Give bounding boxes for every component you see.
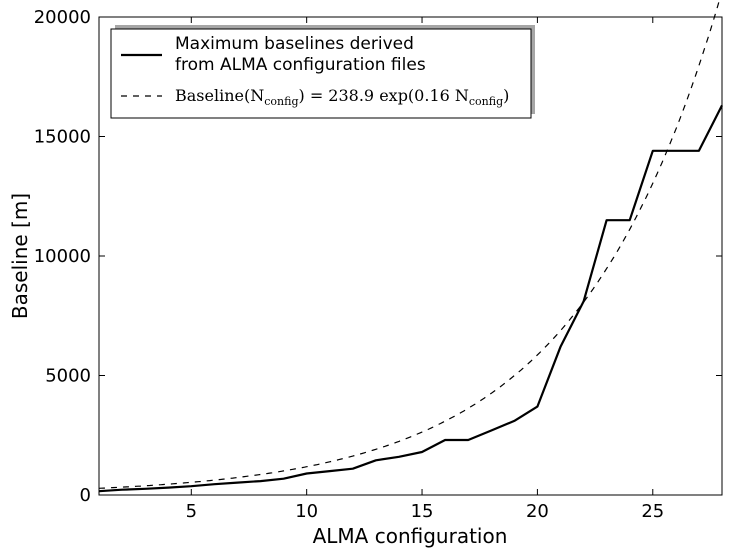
y-axis-ticks: 0 5000 10000 15000 20000 <box>34 7 722 506</box>
legend-data-label-line1: Maximum baselines derived <box>175 34 414 54</box>
x-tick-label: 10 <box>295 501 318 522</box>
y-axis-label: Baseline [m] <box>8 193 32 319</box>
y-tick-label: 20000 <box>34 7 91 28</box>
model-curve <box>98 0 721 489</box>
plot-frame <box>98 16 723 496</box>
x-tick-label: 5 <box>186 501 197 522</box>
x-axis-ticks: 5 10 15 20 25 <box>186 17 664 522</box>
x-tick-label: 20 <box>526 501 549 522</box>
legend-model-label: Baseline(Nconfig) = 238.9 exp(0.16 Nconf… <box>175 86 509 108</box>
baseline-data-line <box>98 104 723 493</box>
x-tick-label: 25 <box>641 501 664 522</box>
y-tick-label: 5000 <box>45 366 91 387</box>
legend-box <box>110 28 532 119</box>
y-tick-label: 15000 <box>34 127 91 148</box>
legend-data-label-line2: from ALMA configuration files <box>175 55 426 75</box>
x-tick-label: 15 <box>411 501 434 522</box>
y-tick-label: 0 <box>80 485 91 506</box>
x-axis-label: ALMA configuration <box>313 524 508 548</box>
y-tick-label: 10000 <box>34 246 91 267</box>
legend: Maximum baselines derived from ALMA conf… <box>110 25 535 119</box>
